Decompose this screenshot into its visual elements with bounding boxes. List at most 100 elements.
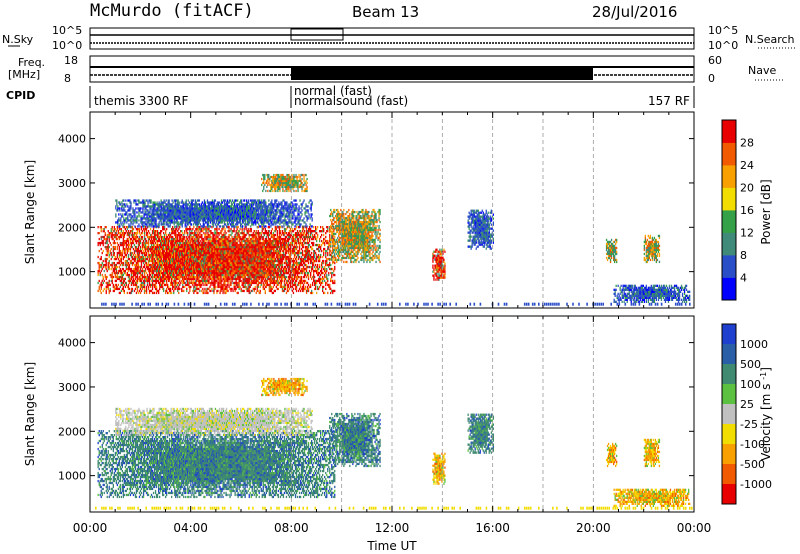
power-cell (279, 232, 282, 235)
power-cell (272, 249, 274, 253)
power-cell (145, 245, 148, 249)
power-cell (220, 241, 222, 245)
power-cell (213, 283, 215, 287)
power-cell (163, 275, 165, 279)
power-cell (212, 251, 214, 255)
power-cell (118, 275, 120, 279)
power-cell (284, 239, 287, 243)
power-cell (280, 271, 283, 275)
power-cell (127, 245, 130, 249)
power-cell (169, 269, 171, 273)
power-cell (216, 257, 218, 261)
power-cell (148, 275, 151, 279)
power-cell (222, 267, 224, 271)
power-cell (155, 239, 158, 243)
power-cell (220, 261, 222, 265)
power-cell (166, 243, 168, 247)
power-cell (269, 249, 271, 253)
power-cell (138, 255, 141, 259)
power-cell (258, 267, 260, 271)
power-cell (246, 251, 248, 255)
power-cell (163, 251, 165, 255)
power-cell (211, 237, 213, 241)
power-cell (285, 251, 288, 255)
power-cell (264, 249, 266, 253)
power-cell (135, 245, 138, 249)
power-cell (199, 273, 201, 277)
power-cell (291, 269, 294, 273)
power-cell (186, 273, 188, 277)
power-cell (173, 249, 175, 253)
power-cell (138, 228, 141, 231)
power-cell (280, 279, 283, 283)
power-cell (227, 281, 229, 285)
power-cell (114, 279, 116, 283)
power-cell (137, 277, 140, 281)
power-cell (162, 249, 164, 253)
power-cell (124, 269, 126, 273)
power-cell (284, 243, 287, 247)
power-cell (244, 247, 246, 251)
power-cell (202, 265, 204, 269)
power-cell (187, 277, 189, 281)
power-cell (141, 267, 144, 271)
power-cell (151, 235, 154, 239)
power-cell (291, 267, 294, 271)
power-cell (240, 261, 242, 265)
power-cell (268, 273, 270, 277)
power-cell (276, 275, 278, 279)
power-cell (249, 259, 251, 263)
power-cell (181, 253, 183, 257)
power-cell (171, 257, 173, 261)
power-cell (173, 279, 175, 283)
power-cell (146, 267, 149, 271)
power-cell (252, 241, 254, 245)
power-cell (106, 281, 108, 285)
power-cell (189, 228, 191, 231)
power-cell (273, 281, 275, 285)
power-cell (245, 265, 247, 269)
power-cell (254, 247, 256, 251)
power-cell (146, 241, 149, 245)
power-cell (199, 255, 201, 259)
power-cell (231, 235, 233, 239)
nsky-label: N.Sky (2, 33, 34, 46)
power-cell (268, 279, 270, 283)
power-cell (267, 253, 269, 257)
power-cell (123, 283, 125, 287)
power-cell (270, 251, 272, 255)
power-cell (153, 235, 156, 239)
power-cell (285, 261, 288, 265)
power-cell (252, 261, 254, 265)
power-cell (164, 228, 166, 231)
power-cell (222, 241, 224, 245)
power-cell (216, 267, 218, 271)
power-cell (236, 249, 238, 253)
power-cell (218, 273, 220, 277)
power-cell (214, 239, 216, 243)
power-cell (260, 233, 262, 237)
power-cell (136, 257, 139, 261)
power-cell (249, 230, 251, 233)
power-cell (197, 235, 199, 239)
power-cell (111, 279, 113, 283)
power-cell (155, 267, 158, 271)
power-cell (248, 245, 250, 249)
power-cell (108, 261, 110, 265)
power-cell (302, 232, 305, 235)
power-cell (231, 251, 233, 255)
power-cell (195, 261, 197, 265)
power-cell (188, 277, 190, 281)
power-cell (227, 249, 229, 253)
power-cell (155, 291, 158, 295)
power-cell (178, 263, 180, 267)
power-cell (115, 269, 117, 273)
power-cell (186, 269, 188, 273)
power-cell (102, 230, 104, 233)
power-cell (153, 259, 156, 263)
power-cell (233, 263, 235, 267)
power-cell (172, 261, 174, 265)
power-cell (241, 265, 243, 269)
power-cell (281, 277, 284, 281)
power-cell (243, 261, 245, 265)
